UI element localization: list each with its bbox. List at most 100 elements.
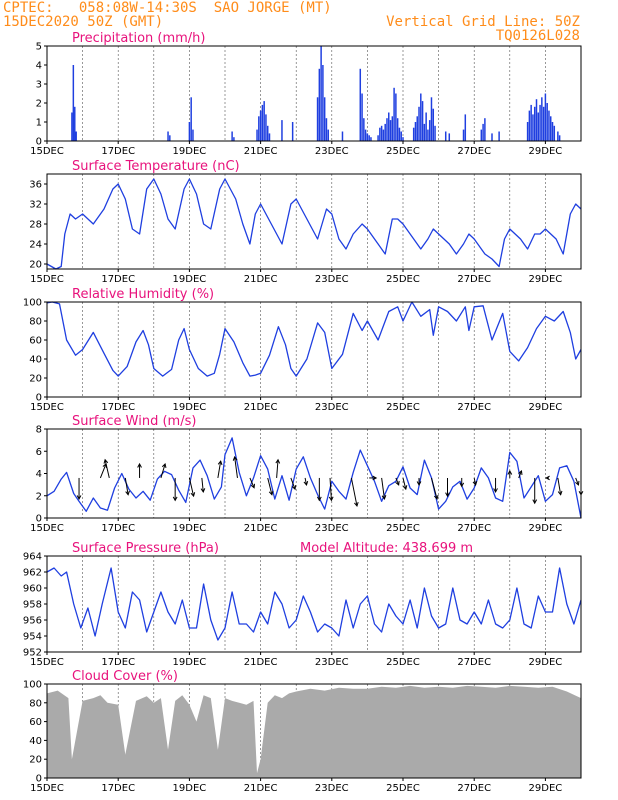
precip-bar [281, 120, 283, 141]
wind-arrow-shaft [430, 477, 438, 500]
precip-bar [393, 87, 395, 141]
wind-arrowhead [200, 488, 206, 493]
y-tick-label: 964 [23, 552, 42, 563]
precip-bar [192, 129, 194, 141]
precip-bar [366, 133, 369, 141]
wind-arrowhead [232, 455, 238, 461]
precip-bar [421, 101, 424, 141]
precip-bar [398, 127, 401, 141]
precip-bar [167, 131, 169, 141]
wind-arrow-shaft [473, 477, 477, 486]
precip-bar [320, 46, 322, 141]
wind-arrowhead [395, 480, 400, 486]
wind-arrow-shaft [160, 463, 166, 479]
precip-bar [377, 135, 379, 141]
wind-arrowhead [316, 496, 322, 502]
wind-arrowhead [372, 475, 378, 481]
x-tick-label: 25DEC [386, 783, 420, 794]
wind-arrow-shaft [124, 477, 129, 495]
y-tick-label: 80 [29, 317, 42, 328]
precip-bar [265, 114, 267, 141]
precip-bar [535, 99, 538, 141]
precip-bar [259, 110, 262, 141]
precip-bar [448, 133, 451, 141]
precip-bar [74, 106, 76, 141]
x-tick-label: 15DEC [30, 783, 64, 794]
wind-arrow-shaft [234, 456, 238, 479]
wind-arrowhead [250, 483, 255, 489]
wind-arrow-shaft [381, 477, 385, 500]
y-tick-label: 956 [23, 616, 42, 627]
wind-arrowhead [433, 494, 439, 500]
x-tick-label: 23DEC [315, 402, 349, 413]
wind-arrowhead [472, 480, 478, 486]
y-tick-label: 0 [36, 137, 42, 148]
precip-bar [266, 125, 269, 141]
precip-bar [361, 93, 363, 141]
precip-bar [551, 122, 554, 141]
wind-arrowhead [303, 480, 309, 486]
x-tick-label: 15DEC [30, 146, 64, 157]
precip-bar [427, 129, 429, 141]
precip-bar [532, 114, 534, 141]
x-tick-label: 29DEC [529, 657, 563, 668]
series-line [46, 437, 582, 519]
precip-bar [169, 135, 171, 141]
x-tick-label: 27DEC [457, 402, 491, 413]
precip-bar [546, 103, 548, 141]
panel-humidity: 0 20 40 60 80 100 15DEC 17DEC 19DEC 21DEC 23DEC 25D… [23, 287, 582, 413]
panel-title: Precipitation (mm/h) [72, 31, 205, 46]
wind-arrow-shaft [267, 477, 273, 495]
precip-bar [327, 129, 329, 141]
x-tick-label: 19DEC [173, 402, 207, 413]
y-tick-label: 0 [36, 774, 42, 785]
precip-bar [530, 104, 532, 141]
precip-bar [363, 118, 365, 141]
wind-arrow-shaft [350, 477, 358, 507]
precip-bar [233, 137, 235, 141]
y-tick-label: 40 [29, 355, 42, 366]
precip-bar [389, 120, 392, 141]
y-tick-label: 958 [23, 600, 42, 611]
y-tick-label: 960 [23, 584, 42, 595]
wind-arrowhead [125, 490, 130, 496]
x-tick-label: 27DEC [457, 657, 491, 668]
precip-bar [533, 106, 536, 141]
precip-bar [541, 97, 543, 141]
y-tick-label: 1 [36, 118, 42, 129]
y-tick-label: 36 [29, 180, 42, 191]
panel-cloud-cover: 0 20 40 60 80 100 15DEC 17DEC 19DEC 21DEC 23DEC 25D… [23, 669, 582, 794]
precip-bar [537, 112, 540, 141]
x-tick-label: 19DEC [173, 523, 207, 534]
precip-bar [256, 129, 258, 141]
precip-bar [261, 104, 264, 141]
y-tick-label: 20 [29, 260, 42, 271]
x-tick-label: 23DEC [315, 657, 349, 668]
panel-precipitation: 0 1 2 3 4 5 15DEC 17DEC 19DEC 21DEC 23DEC 25DEC 27DE… [30, 31, 582, 157]
wind-arrowhead [557, 490, 563, 496]
precip-bar [71, 112, 73, 141]
x-tick-label: 23DEC [315, 783, 349, 794]
x-tick-label: 19DEC [173, 146, 207, 157]
x-tick-label: 23DEC [315, 523, 349, 534]
x-tick-label: 17DEC [101, 523, 135, 534]
precip-bar [396, 118, 399, 141]
x-tick-label: 25DEC [386, 146, 420, 157]
x-tick-label: 21DEC [244, 783, 278, 794]
precip-bar [549, 116, 552, 141]
wind-arrow-shaft [304, 477, 307, 486]
wind-arrowhead [545, 475, 550, 481]
panel-title: Surface Temperature (nC) [72, 159, 240, 174]
panel-title: Cloud Cover (%) [72, 669, 178, 684]
y-tick-label: 2 [36, 491, 42, 502]
header-line1-right: Vertical Grid Line: 50Z [386, 14, 580, 30]
y-tick-label: 3 [36, 80, 42, 91]
wind-arrow-shaft [249, 477, 255, 488]
wind-arrow-shaft [201, 477, 204, 492]
series-line [46, 301, 582, 377]
x-tick-label: 21DEC [244, 657, 278, 668]
wind-arrow-shaft [188, 477, 195, 497]
y-tick-label: 20 [29, 755, 42, 766]
precip-bar [263, 101, 265, 141]
series-line [46, 178, 582, 270]
